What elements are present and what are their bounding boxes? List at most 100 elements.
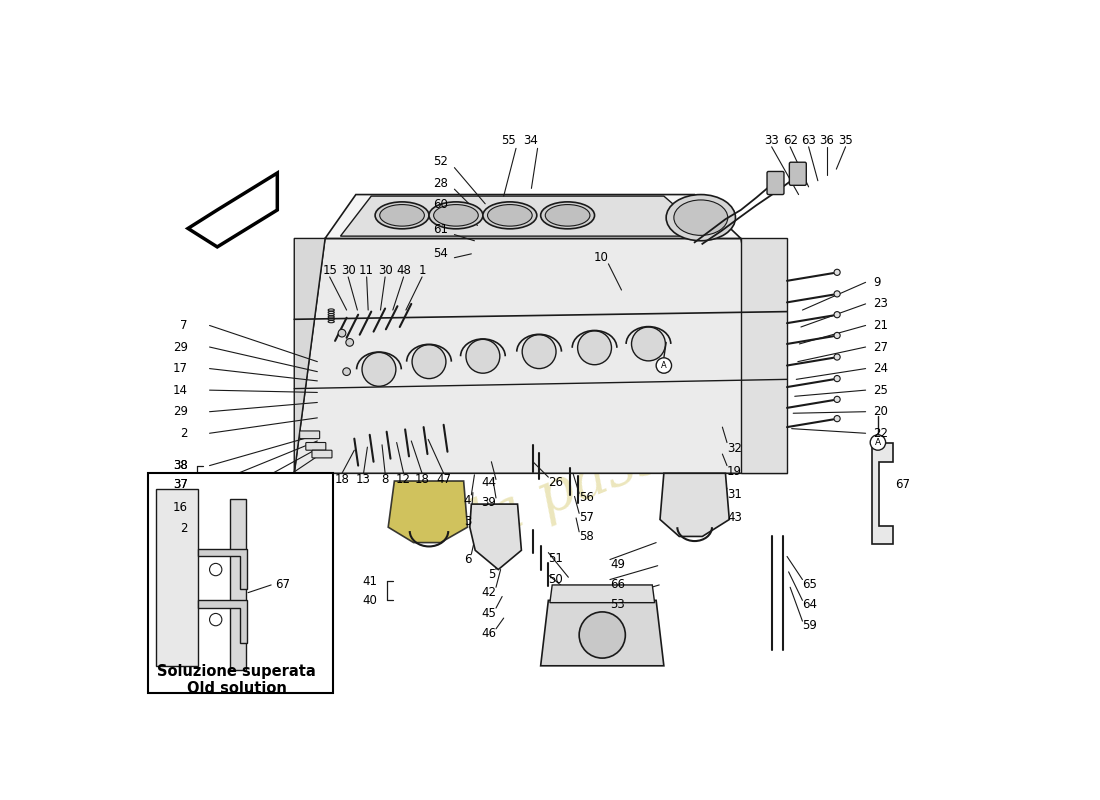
Circle shape (522, 334, 557, 369)
Text: 67: 67 (275, 578, 290, 591)
Text: 28: 28 (433, 177, 449, 190)
Text: 53: 53 (609, 598, 625, 610)
Text: 24: 24 (873, 362, 889, 375)
Text: 27: 27 (873, 341, 889, 354)
Text: A: A (661, 361, 667, 370)
Circle shape (466, 339, 499, 373)
Polygon shape (188, 173, 277, 247)
Ellipse shape (546, 205, 590, 226)
Text: 18: 18 (415, 473, 429, 486)
Text: 15: 15 (322, 264, 337, 278)
Text: 48: 48 (396, 264, 411, 278)
Text: 56: 56 (580, 491, 594, 505)
Circle shape (209, 563, 222, 576)
Polygon shape (341, 196, 711, 236)
Text: 6: 6 (464, 553, 472, 566)
Text: 61: 61 (433, 223, 449, 237)
Text: A: A (874, 438, 881, 447)
Text: 59: 59 (803, 619, 817, 632)
Text: 37: 37 (173, 478, 188, 491)
Circle shape (412, 345, 446, 378)
Text: 50: 50 (548, 573, 563, 586)
Polygon shape (198, 600, 246, 642)
Text: 43: 43 (727, 511, 741, 525)
Text: 49: 49 (609, 558, 625, 570)
Text: 26: 26 (548, 476, 563, 489)
Ellipse shape (674, 200, 728, 235)
Polygon shape (295, 238, 788, 474)
Polygon shape (295, 238, 326, 474)
Text: 1: 1 (418, 264, 426, 278)
Polygon shape (871, 442, 893, 544)
Text: 13: 13 (356, 473, 371, 486)
Text: 62: 62 (782, 134, 797, 147)
FancyBboxPatch shape (312, 450, 332, 458)
Polygon shape (741, 238, 788, 474)
Circle shape (362, 353, 396, 386)
Text: 44: 44 (481, 476, 496, 489)
Circle shape (631, 327, 666, 361)
Circle shape (834, 375, 840, 382)
Text: 5: 5 (488, 569, 496, 582)
Circle shape (834, 332, 840, 338)
Text: 4: 4 (464, 494, 472, 506)
Ellipse shape (541, 202, 595, 229)
Text: 64: 64 (803, 598, 817, 610)
Circle shape (338, 330, 345, 337)
Circle shape (834, 415, 840, 422)
Text: 32: 32 (727, 442, 741, 455)
Text: 9: 9 (873, 276, 881, 289)
Text: 18: 18 (334, 473, 350, 486)
Text: 31: 31 (727, 488, 741, 502)
Ellipse shape (375, 202, 429, 229)
FancyBboxPatch shape (147, 474, 332, 693)
Text: 14: 14 (173, 384, 188, 397)
Polygon shape (326, 194, 741, 238)
Text: 38: 38 (173, 459, 188, 472)
Circle shape (209, 614, 222, 626)
Circle shape (345, 338, 353, 346)
Polygon shape (550, 585, 654, 602)
Ellipse shape (483, 202, 537, 229)
Polygon shape (388, 481, 467, 542)
Circle shape (834, 396, 840, 402)
FancyBboxPatch shape (230, 499, 245, 670)
Text: 54: 54 (433, 247, 449, 260)
Text: 21: 21 (873, 319, 889, 332)
Text: 65: 65 (803, 578, 817, 591)
Circle shape (834, 291, 840, 297)
Polygon shape (470, 504, 521, 570)
Text: 35: 35 (838, 134, 853, 147)
Text: 55: 55 (502, 134, 516, 147)
Text: 45: 45 (481, 607, 496, 620)
Text: 2: 2 (180, 522, 188, 535)
Circle shape (578, 331, 612, 365)
Text: 67: 67 (895, 478, 910, 491)
Circle shape (656, 358, 672, 373)
Circle shape (834, 270, 840, 275)
Text: 58: 58 (580, 530, 594, 543)
Text: 30: 30 (377, 264, 393, 278)
Text: 20: 20 (873, 405, 888, 418)
Text: 41: 41 (362, 574, 377, 587)
Text: 60: 60 (433, 198, 449, 211)
Ellipse shape (379, 205, 425, 226)
Text: 10: 10 (594, 251, 608, 264)
Text: 29: 29 (173, 405, 188, 418)
Text: 46: 46 (481, 627, 496, 640)
Polygon shape (541, 600, 664, 666)
Text: 11: 11 (359, 264, 374, 278)
Text: 37: 37 (173, 478, 188, 491)
Circle shape (834, 354, 840, 360)
Circle shape (870, 435, 886, 450)
Text: 12: 12 (396, 473, 411, 486)
Text: 19: 19 (727, 466, 742, 478)
Circle shape (343, 368, 351, 375)
Ellipse shape (433, 205, 478, 226)
FancyBboxPatch shape (767, 171, 784, 194)
Text: 22: 22 (873, 426, 889, 440)
Text: 29: 29 (173, 341, 188, 354)
FancyBboxPatch shape (156, 489, 198, 666)
Text: la passione: la passione (462, 378, 789, 554)
Text: 42: 42 (481, 586, 496, 599)
